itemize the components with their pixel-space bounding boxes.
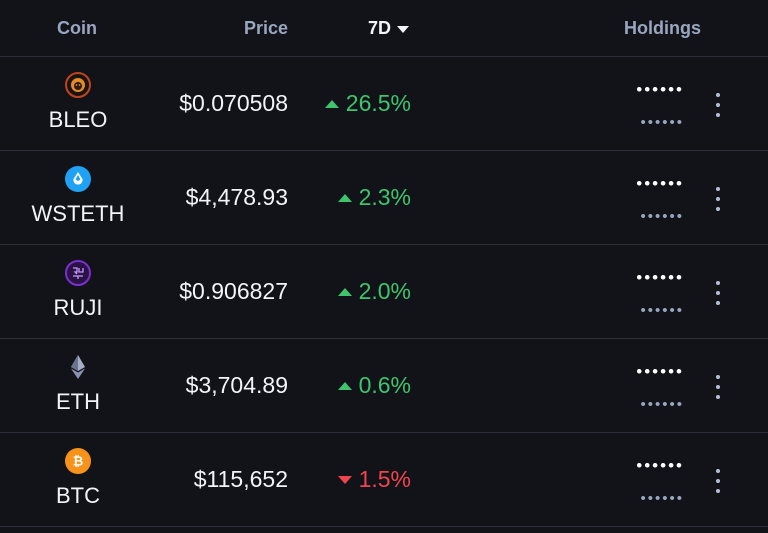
holdings-amount-masked: •••••• [636, 456, 684, 475]
holdings-value-masked: •••••• [640, 208, 684, 225]
wsteth-drop-icon [65, 166, 91, 192]
svg-text:₿: ₿ [73, 455, 84, 470]
coin-price: $3,704.89 [185, 372, 288, 398]
change-value: 26.5% [345, 90, 411, 116]
coin-row-wsteth[interactable]: WSTETH $4,478.93 2.3% •••••• •••••• [0, 151, 768, 245]
change-7d: 26.5% [324, 90, 411, 117]
change-value: 2.0% [358, 278, 411, 304]
coin-symbol: BLEO [48, 107, 108, 132]
holdings-amount-masked: •••••• [636, 80, 684, 99]
change-value: 0.6% [358, 372, 411, 398]
holdings-amount-masked: •••••• [636, 362, 684, 381]
more-options-icon[interactable] [708, 469, 728, 493]
holdings-amount-masked: •••••• [636, 174, 684, 193]
holdings-value-masked: •••••• [640, 114, 684, 131]
coin-price: $115,652 [193, 466, 288, 492]
bitcoin-icon: ₿ [65, 448, 91, 474]
change-value: 1.5% [358, 466, 411, 492]
more-options-icon[interactable] [708, 281, 728, 305]
coin-row-ruji[interactable]: RUJI $0.906827 2.0% •••••• •••••• [0, 245, 768, 339]
ruji-icon [65, 260, 91, 286]
change-value: 2.3% [358, 184, 411, 210]
coin-symbol: BTC [56, 483, 100, 508]
change-7d: 2.0% [337, 278, 411, 305]
triangle-up-icon [337, 193, 352, 202]
caret-down-icon [397, 26, 410, 33]
coin-row-bleo[interactable]: BLEO $0.070508 26.5% •••••• •••••• [0, 57, 768, 151]
ethereum-icon [65, 354, 91, 380]
triangle-up-icon [337, 381, 352, 390]
coin-price: $4,478.93 [185, 184, 288, 210]
coin-price: $0.070508 [179, 90, 288, 116]
coin-symbol: ETH [56, 389, 100, 414]
coin-symbol: RUJI [53, 295, 103, 320]
table-header: Coin Price 7D Holdings [0, 0, 768, 57]
coin-symbol: WSTETH [31, 201, 125, 226]
coin-row-eth[interactable]: ETH $3,704.89 0.6% •••••• •••••• [0, 339, 768, 433]
holdings-amount-masked: •••••• [636, 268, 684, 287]
change-7d: 0.6% [337, 372, 411, 399]
triangle-up-icon [337, 287, 352, 296]
change-7d: 2.3% [337, 184, 411, 211]
column-coin[interactable]: Coin [57, 18, 97, 38]
coin-row-btc[interactable]: ₿ BTC $115,652 1.5% •••••• •••••• [0, 433, 768, 527]
holdings-value-masked: •••••• [640, 490, 684, 507]
column-price[interactable]: Price [243, 18, 288, 38]
more-options-icon[interactable] [708, 187, 728, 211]
coin-price: $0.906827 [179, 278, 288, 304]
holdings-value-masked: •••••• [640, 302, 684, 319]
holdings-value-masked: •••••• [640, 396, 684, 413]
column-7d-label: 7D [368, 18, 392, 38]
more-options-icon[interactable] [708, 93, 728, 117]
triangle-up-icon [324, 99, 339, 108]
triangle-down-icon [337, 475, 352, 484]
column-7d-sort[interactable]: 7D [368, 18, 410, 39]
more-options-icon[interactable] [708, 375, 728, 399]
column-holdings[interactable]: Holdings [624, 18, 701, 38]
bleo-lion-icon [65, 72, 91, 98]
change-7d: 1.5% [337, 466, 411, 493]
